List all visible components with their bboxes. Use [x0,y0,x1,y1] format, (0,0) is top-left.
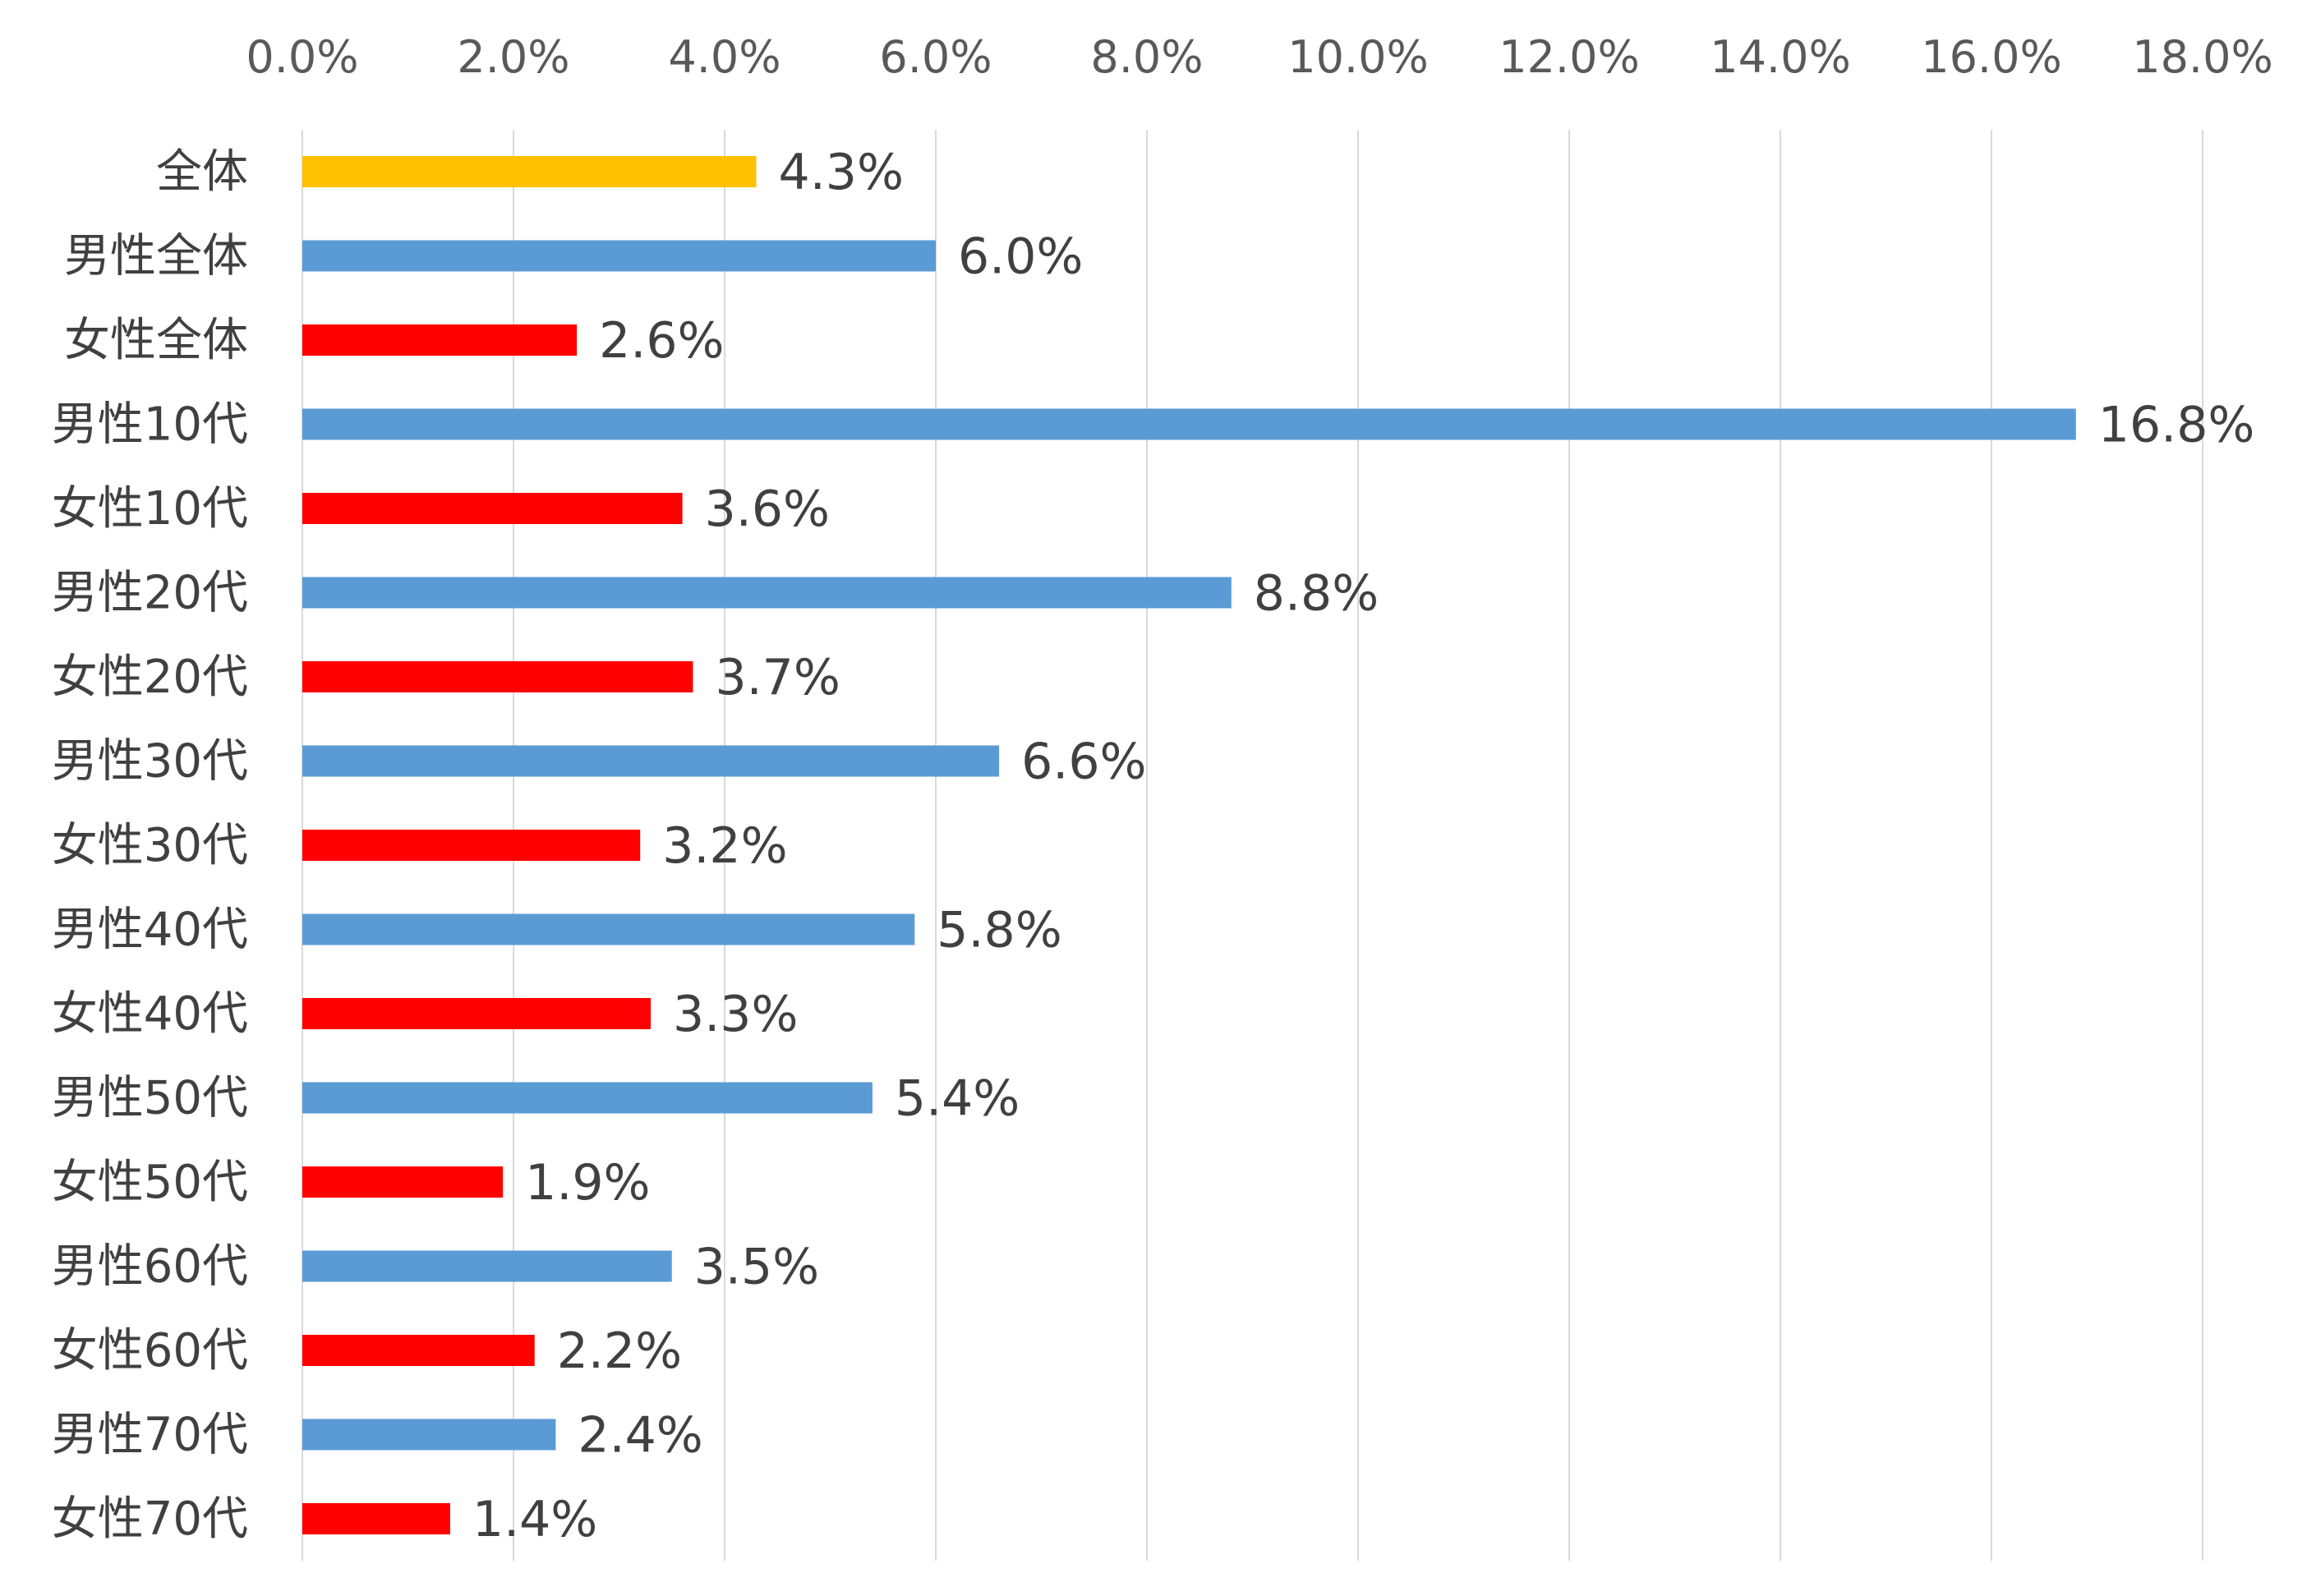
bar [302,745,1000,777]
data-label: 6.6% [1021,734,1146,791]
data-label: 3.6% [705,481,830,538]
x-tick-label: 12.0% [1499,31,1640,83]
category-label: 女性40代 [52,987,248,1041]
category-labels: 全体男性全体女性全体男性10代女性10代男性20代女性20代男性30代女性30代… [52,145,248,1546]
data-label: 5.4% [895,1070,1020,1128]
bar [302,577,1232,609]
category-label: 男性40代 [52,904,248,957]
bar [302,1082,873,1114]
x-tick-label: 18.0% [2132,31,2273,83]
data-label: 1.9% [525,1154,650,1212]
bar [302,1335,535,1366]
data-label: 2.4% [578,1407,702,1465]
x-tick-label: 4.0% [668,31,780,83]
category-label: 男性50代 [52,1072,248,1125]
bar [302,408,2076,440]
data-labels: 4.3% 6.0% 2.6% 16.8% 3.6% 8.8% 3.7% 6.6% 3.2% 5.8… [472,144,2255,1548]
x-tick-label: 16.0% [1921,31,2062,83]
data-label: 2.6% [599,312,724,370]
bar [302,1166,504,1198]
data-label: 8.8% [1254,565,1379,623]
bar [302,1503,450,1534]
x-tick-label: 8.0% [1090,31,1203,83]
category-label: 全体 [156,145,248,199]
category-label: 男性60代 [52,1240,248,1294]
x-tick-label: 10.0% [1287,31,1429,83]
data-label: 3.2% [662,817,787,875]
data-label: 3.7% [715,649,840,706]
x-tick-label: 6.0% [879,31,992,83]
data-label: 5.8% [937,902,1061,959]
bars [302,156,2076,1534]
x-tick-label: 14.0% [1710,31,1851,83]
grid-layer [302,130,2203,1561]
bar [302,913,915,945]
data-label: 3.5% [694,1239,819,1296]
bar [302,661,693,692]
category-label: 女性10代 [52,482,248,536]
x-axis-ticks: 0.0% 2.0% 4.0% 6.0% 8.0% 10.0% 12.0% 14.0% 16.0%… [246,31,2272,83]
category-label: 女性50代 [52,1156,248,1209]
category-label: 女性70代 [52,1493,248,1546]
x-tick-label: 2.0% [457,31,569,83]
category-label: 女性60代 [52,1324,248,1378]
data-label: 1.4% [472,1491,597,1548]
category-label: 男性全体 [64,230,248,283]
category-label: 男性70代 [52,1409,248,1462]
x-tick-label: 0.0% [246,31,358,83]
data-label: 4.3% [779,144,904,201]
category-label: 女性20代 [52,651,248,704]
bar [302,156,757,187]
category-label: 男性20代 [52,567,248,620]
category-label: 女性30代 [52,819,248,872]
bar [302,493,683,524]
category-label: 男性30代 [52,735,248,789]
data-label: 16.8% [2098,397,2255,454]
bar [302,1419,556,1451]
category-label: 女性全体 [64,314,248,367]
data-label: 3.3% [673,986,798,1043]
bar [302,324,578,356]
category-label: 男性10代 [52,398,248,452]
bar [302,998,652,1029]
data-label: 6.0% [958,228,1083,286]
bar [302,1250,672,1282]
bar [302,240,936,272]
data-label: 2.2% [557,1322,682,1380]
bar [302,830,641,861]
